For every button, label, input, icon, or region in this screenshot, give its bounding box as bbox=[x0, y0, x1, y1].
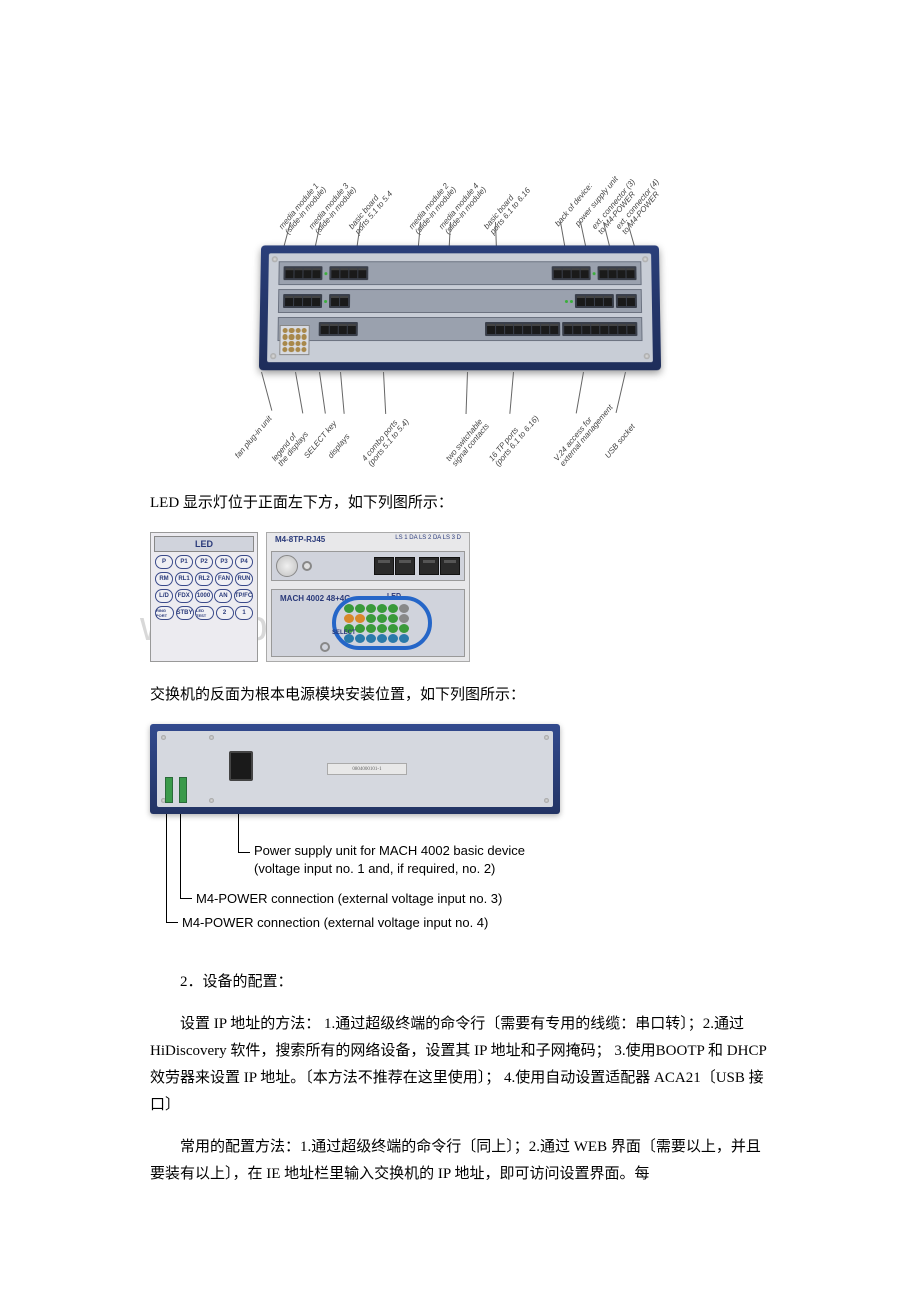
led-btn-rm: RM bbox=[155, 572, 173, 586]
led-btn-1000: 1000 bbox=[195, 589, 213, 603]
paragraph-config-methods: 常用的配置方法：1.通过超级终端的命令行〔同上〕；2.通过 WEB 界面〔需要以… bbox=[150, 1134, 770, 1188]
callout-tp-ports: 16 TP ports(ports 6.1 to 6.16) bbox=[488, 409, 541, 468]
callout-displays: displays bbox=[327, 433, 352, 460]
mach-model-label: MACH 4002 48+4G bbox=[280, 594, 350, 603]
screw-icon bbox=[320, 642, 330, 652]
led-button-row-4: RING PORT STBY LED TEST 2 1 bbox=[154, 606, 254, 620]
led-btn-p1: P1 bbox=[175, 555, 193, 569]
switch-front-diagram: media module 1(slide-in module) media mo… bbox=[225, 90, 695, 460]
switch-face bbox=[267, 253, 653, 362]
m4-power-connector-3 bbox=[179, 777, 187, 803]
led-btn-p2: P2 bbox=[195, 555, 213, 569]
led-panel-figure: LED P P1 P2 P3 P4 RM RL1 RL2 FAN RUN L/D bbox=[150, 532, 470, 662]
led-btn-an: AN bbox=[214, 589, 232, 603]
led-button-row-2: RM RL1 RL2 FAN RUN bbox=[154, 572, 254, 586]
led-btn-ld: L/D bbox=[155, 589, 173, 603]
led-btn-rl2: RL2 bbox=[195, 572, 213, 586]
leader-line bbox=[340, 372, 345, 414]
led-btn-fdx: FDX bbox=[175, 589, 193, 603]
leader-line bbox=[576, 372, 584, 414]
led-btn-p: P bbox=[155, 555, 173, 569]
select-button-label: SELECT bbox=[332, 630, 356, 636]
leader-line bbox=[383, 372, 386, 414]
callout-fan-unit: fan plug-in unit bbox=[234, 415, 274, 460]
led-btn-rl1: RL1 bbox=[175, 572, 193, 586]
leader-line bbox=[466, 372, 468, 414]
paragraph-ip-methods: 设置 IP 地址的方法： 1.通过超级终端的命令行〔需要有专用的线缆：串口转〕；… bbox=[150, 1011, 770, 1119]
led-button-row-1: P P1 P2 P3 P4 bbox=[154, 555, 254, 569]
section-heading: 2．设备的配置： bbox=[150, 969, 770, 996]
led-btn-run: RUN bbox=[235, 572, 253, 586]
device-preview: M4-8TP-RJ45 LS 1 DA LS 2 DA LS 3 D MACH … bbox=[266, 532, 470, 662]
serial-label: 0804000101-1 bbox=[327, 763, 407, 775]
callout-signal-contacts: two switchablesignal contacts bbox=[445, 417, 491, 468]
module-row-1 bbox=[278, 261, 641, 285]
led-btn-ringport: RING PORT bbox=[155, 606, 174, 620]
section-title: 设备的配置： bbox=[203, 974, 293, 990]
led-btn-tpfc: TP/FC bbox=[234, 589, 253, 603]
led-button-row-3: L/D FDX 1000 AN TP/FC bbox=[154, 589, 254, 603]
annotation-block: Power supply unit for MACH 4002 basic de… bbox=[150, 814, 560, 944]
callout-usb: USB socket bbox=[604, 423, 637, 460]
led-btn-2: 2 bbox=[216, 606, 234, 620]
rj45-pair bbox=[374, 557, 415, 575]
annotation-m4-conn-3: M4-POWER connection (external voltage in… bbox=[196, 890, 502, 908]
led-btn-p3: P3 bbox=[215, 555, 233, 569]
iec-power-socket bbox=[229, 751, 253, 781]
led-header-label: LED bbox=[154, 536, 254, 552]
section-number: 2． bbox=[180, 974, 203, 990]
led-btn-p4: P4 bbox=[235, 555, 253, 569]
led-legend-panel: LED P P1 P2 P3 P4 RM RL1 RL2 FAN RUN L/D bbox=[150, 532, 258, 662]
module-strip bbox=[271, 551, 465, 581]
leader-line bbox=[319, 372, 326, 414]
led-indicator-grid bbox=[344, 604, 409, 643]
leader-line bbox=[509, 372, 514, 414]
led-btn-ledtest: LED TEST bbox=[195, 606, 214, 620]
paragraph-back-panel: 交换机的反面为根本电源模块安装位置，如下列图所示： bbox=[150, 682, 770, 709]
m4-power-connector-4 bbox=[165, 777, 173, 803]
mounting-hole-icon bbox=[276, 555, 298, 577]
leader-line bbox=[261, 372, 272, 411]
screw-icon bbox=[302, 561, 312, 571]
led-highlight-area: MACH 4002 48+4G LED SELECT bbox=[271, 589, 465, 657]
callout-basic-board-6: basic boardports 6.1 to 6.16 bbox=[483, 181, 532, 236]
back-panel-face: 0804000101-1 bbox=[157, 731, 553, 807]
leader-line bbox=[616, 372, 626, 413]
led-btn-1: 1 bbox=[235, 606, 253, 620]
rj45-pair bbox=[419, 557, 460, 575]
led-btn-fan: FAN bbox=[215, 572, 233, 586]
back-panel-chassis: 0804000101-1 bbox=[150, 724, 560, 814]
callout-v24: V.24 access forexternal management bbox=[553, 398, 615, 468]
callout-legend: legend ofthe displays bbox=[271, 425, 310, 468]
module-type-label: M4-8TP-RJ45 bbox=[275, 535, 325, 544]
led-display-panel bbox=[279, 325, 310, 355]
annotation-psu: Power supply unit for MACH 4002 basic de… bbox=[254, 842, 525, 877]
annotation-m4-conn-4: M4-POWER connection (external voltage in… bbox=[182, 914, 488, 932]
led-btn-stby: STBY bbox=[176, 606, 194, 620]
module-row-3 bbox=[277, 317, 642, 341]
diagram-canvas: media module 1(slide-in module) media mo… bbox=[225, 90, 695, 460]
leader-line bbox=[295, 372, 303, 414]
paragraph-led-location: LED 显示灯位于正面左下方，如下列图所示： bbox=[150, 490, 770, 517]
module-row-2 bbox=[278, 289, 642, 313]
port-status-labels: LS 1 DA LS 2 DA LS 3 D bbox=[395, 535, 461, 541]
switch-chassis bbox=[259, 245, 661, 370]
back-panel-figure: 0804000101-1 Power supply unit for MACH … bbox=[150, 724, 560, 944]
callout-combo-ports: 4 combo ports(ports 5.1 to 5.4) bbox=[361, 413, 411, 468]
